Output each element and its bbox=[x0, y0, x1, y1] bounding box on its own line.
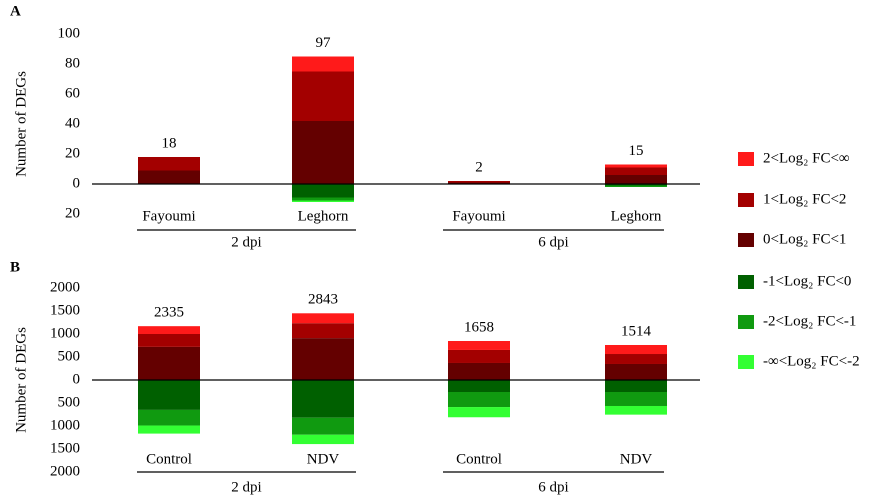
bar-segment bbox=[138, 170, 200, 184]
bar-segment bbox=[605, 167, 667, 175]
bar-segment bbox=[605, 380, 667, 393]
bar-segment bbox=[292, 417, 354, 435]
bar-segment bbox=[448, 340, 510, 350]
y-tick-label: 20 bbox=[65, 145, 80, 161]
bar-segment bbox=[138, 380, 200, 410]
bar-segment bbox=[448, 380, 510, 393]
legend-label: 0<Log₂ FC<1 bbox=[763, 231, 846, 247]
total-label: 2335 bbox=[154, 305, 184, 321]
y-tick-label: 2000 bbox=[50, 463, 80, 479]
total-label: 15 bbox=[629, 143, 644, 159]
x-tick-label: Control bbox=[456, 451, 502, 467]
total-label: 2 bbox=[475, 159, 483, 175]
y-tick-label: 0 bbox=[73, 175, 81, 191]
x-tick-label: Fayoumi bbox=[142, 208, 195, 224]
bar-segment bbox=[292, 56, 354, 72]
group-label: 6 dpi bbox=[538, 234, 568, 250]
bar-segment bbox=[138, 334, 200, 347]
bar-segment bbox=[448, 392, 510, 408]
panel-label: A bbox=[10, 3, 21, 19]
y-tick-label: 100 bbox=[58, 25, 81, 41]
bar-segment bbox=[292, 197, 354, 201]
bar-segment bbox=[292, 338, 354, 380]
bar-segment bbox=[605, 405, 667, 415]
bar-segment bbox=[138, 346, 200, 380]
bar-segment bbox=[448, 349, 510, 363]
y-tick-label: 20 bbox=[65, 205, 80, 221]
legend-swatch bbox=[738, 315, 754, 329]
bar-segment bbox=[605, 175, 667, 184]
y-axis-title: Number of DEGs bbox=[13, 327, 29, 433]
y-tick-label: 1000 bbox=[50, 325, 80, 341]
total-label: 1658 bbox=[464, 319, 494, 335]
group-label: 2 dpi bbox=[231, 479, 261, 495]
bar-segment bbox=[605, 363, 667, 380]
bar-segment bbox=[292, 380, 354, 418]
bar-segment bbox=[292, 121, 354, 184]
bar-segment bbox=[292, 184, 354, 198]
legend-swatch bbox=[738, 275, 754, 289]
legend-label: -2<Log₂ FC<-1 bbox=[763, 313, 856, 329]
legend-swatch bbox=[738, 193, 754, 207]
bar-segment bbox=[448, 407, 510, 418]
legend-label: -1<Log₂ FC<0 bbox=[763, 273, 851, 289]
legend-swatch bbox=[738, 152, 754, 166]
total-label: 18 bbox=[162, 135, 177, 151]
bar-segment bbox=[292, 323, 354, 339]
panel-label: B bbox=[10, 259, 20, 275]
y-tick-label: 80 bbox=[65, 55, 80, 71]
bar-segment bbox=[448, 182, 510, 184]
bar-segment bbox=[605, 344, 667, 355]
x-tick-label: NDV bbox=[307, 451, 340, 467]
y-tick-label: 500 bbox=[58, 394, 81, 410]
y-axis-title: Number of DEGs bbox=[13, 71, 29, 177]
bar-segment bbox=[138, 409, 200, 426]
total-label: 1514 bbox=[621, 323, 652, 339]
bar-segment bbox=[448, 362, 510, 380]
bar-segment bbox=[605, 354, 667, 364]
bar-segment bbox=[138, 326, 200, 334]
bar-segment bbox=[292, 71, 354, 121]
y-tick-label: 40 bbox=[65, 115, 80, 131]
x-tick-label: NDV bbox=[620, 451, 653, 467]
total-label: 97 bbox=[316, 35, 332, 51]
bar-segment bbox=[605, 164, 667, 168]
bar-segment bbox=[292, 313, 354, 324]
bar-segment bbox=[605, 184, 667, 186]
y-tick-label: 1500 bbox=[50, 440, 80, 456]
bar-segment bbox=[605, 185, 667, 187]
x-tick-label: Leghorn bbox=[298, 208, 349, 224]
group-label: 2 dpi bbox=[231, 234, 261, 250]
y-tick-label: 0 bbox=[73, 371, 81, 387]
bar-segment bbox=[292, 434, 354, 445]
bar-segment bbox=[138, 425, 200, 434]
x-tick-label: Control bbox=[146, 451, 192, 467]
group-label: 6 dpi bbox=[538, 479, 568, 495]
y-tick-label: 1000 bbox=[50, 417, 80, 433]
x-tick-label: Leghorn bbox=[611, 208, 662, 224]
bar-segment bbox=[605, 392, 667, 406]
y-tick-label: 500 bbox=[58, 348, 81, 364]
legend-label: -∞<Log₂ FC<-2 bbox=[763, 353, 860, 369]
y-tick-label: 1500 bbox=[50, 302, 80, 318]
y-tick-label: 60 bbox=[65, 85, 80, 101]
bar-segment bbox=[292, 200, 354, 202]
x-tick-label: Fayoumi bbox=[452, 208, 505, 224]
bar-segment bbox=[448, 181, 510, 183]
legend-label: 1<Log₂ FC<2 bbox=[763, 191, 846, 207]
legend-swatch bbox=[738, 233, 754, 247]
bar-segment bbox=[138, 157, 200, 171]
legend-swatch bbox=[738, 355, 754, 369]
legend-label: 2<Log₂ FC<∞ bbox=[763, 150, 850, 166]
y-tick-label: 2000 bbox=[50, 279, 80, 295]
total-label: 2843 bbox=[308, 292, 338, 308]
